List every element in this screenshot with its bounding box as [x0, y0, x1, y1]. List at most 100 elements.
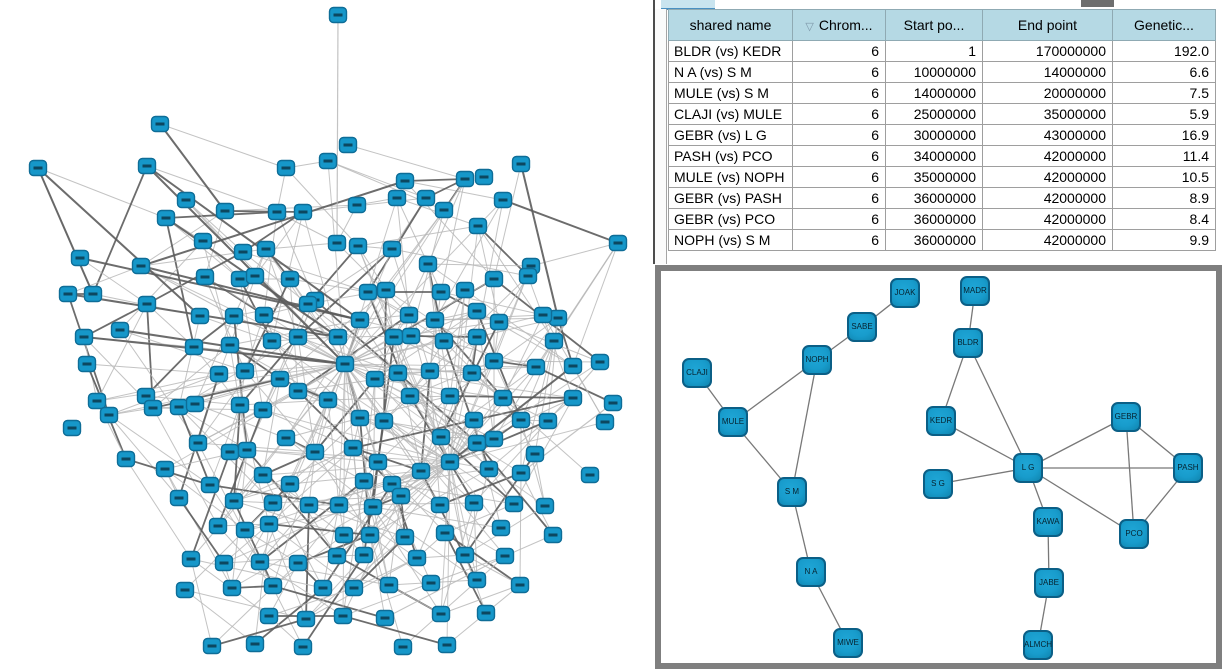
network-node-bldr[interactable]: BLDR [953, 328, 983, 358]
cell-value[interactable]: 16.9 [1112, 124, 1216, 146]
cell-value[interactable]: 35000000 [885, 166, 983, 188]
cell-shared-name[interactable]: CLAJI (vs) MULE [668, 103, 793, 125]
cell-value[interactable]: 42000000 [982, 208, 1113, 230]
cell-value[interactable]: 1 [885, 40, 983, 62]
cell-value[interactable]: 170000000 [982, 40, 1113, 62]
network-node-pco[interactable]: PCO [1119, 519, 1149, 549]
cell-value[interactable]: 14000000 [982, 61, 1113, 83]
column-header-shared-name[interactable]: shared name [668, 9, 793, 41]
cell-value[interactable]: 6 [792, 103, 886, 125]
cell-value[interactable]: 8.4 [1112, 208, 1216, 230]
cell-value[interactable]: 36000000 [885, 229, 983, 251]
node-label-smudge [484, 467, 494, 471]
cell-shared-name[interactable]: PASH (vs) PCO [668, 145, 793, 167]
cell-value[interactable]: 6 [792, 166, 886, 188]
network-node-s-m[interactable]: S M [777, 477, 807, 507]
cell-value[interactable]: 30000000 [885, 124, 983, 146]
network-node-n-a[interactable]: N A [796, 557, 826, 587]
network-node-mule[interactable]: MULE [718, 407, 748, 437]
network-node-jabe[interactable]: JABE [1034, 568, 1064, 598]
table-row[interactable]: GEBR (vs) L G 6 30000000 43000000 16.9 [668, 124, 1216, 146]
column-header-start-po-[interactable]: Start po... [885, 9, 983, 41]
cell-value[interactable]: 6 [792, 40, 886, 62]
cell-shared-name[interactable]: BLDR (vs) KEDR [668, 40, 793, 62]
node-label-smudge [298, 210, 308, 214]
table-row[interactable]: MULE (vs) NOPH 6 35000000 42000000 10.5 [668, 166, 1216, 188]
cell-value[interactable]: 6 [792, 208, 886, 230]
cell-value[interactable]: 6 [792, 124, 886, 146]
large-network-panel[interactable] [0, 0, 653, 669]
network-edge [165, 217, 195, 348]
network-node-claji[interactable]: CLAJI [682, 358, 712, 388]
cell-shared-name[interactable]: MULE (vs) NOPH [668, 166, 793, 188]
mini-network-panel[interactable]: JOAK SABE NOPH CLAJI MULE S M N A MIWE MADR BLDR K… [655, 265, 1222, 669]
cell-value[interactable]: 6.6 [1112, 61, 1216, 83]
table-row[interactable]: NOPH (vs) S M 6 36000000 42000000 9.9 [668, 229, 1216, 251]
network-node-miwe[interactable]: MIWE [833, 628, 863, 658]
network-node-gebr[interactable]: GEBR [1111, 402, 1141, 432]
cell-value[interactable]: 9.9 [1112, 229, 1216, 251]
cell-value[interactable]: 35000000 [982, 103, 1113, 125]
table-row[interactable]: MULE (vs) S M 6 14000000 20000000 7.5 [668, 82, 1216, 104]
scrollbar-thumb-fragment[interactable] [1081, 0, 1114, 7]
network-edge [262, 409, 354, 449]
network-node-pash[interactable]: PASH [1173, 453, 1203, 483]
cell-shared-name[interactable]: N A (vs) S M [668, 61, 793, 83]
cell-value[interactable]: 6 [792, 145, 886, 167]
node-label-smudge [355, 318, 365, 322]
column-header-chrom-[interactable]: ▽ Chrom... [792, 9, 886, 41]
cell-value[interactable]: 14000000 [885, 82, 983, 104]
network-edge [477, 225, 529, 277]
network-node-madr[interactable]: MADR [960, 276, 990, 306]
cell-shared-name[interactable]: NOPH (vs) S M [668, 229, 793, 251]
network-edge [285, 417, 361, 439]
network-edge [268, 587, 355, 617]
cell-shared-name[interactable]: GEBR (vs) PCO [668, 208, 793, 230]
network-node-kawa[interactable]: KAWA [1033, 507, 1063, 537]
cell-value[interactable]: 25000000 [885, 103, 983, 125]
network-node-joak[interactable]: JOAK [890, 278, 920, 308]
network-node-almch[interactable]: ALMCH [1023, 630, 1053, 660]
cell-value[interactable]: 8.9 [1112, 187, 1216, 209]
cell-value[interactable]: 6 [792, 229, 886, 251]
network-edge [404, 178, 466, 182]
network-edge [409, 395, 475, 504]
node-label-smudge [489, 359, 499, 363]
table-row[interactable]: PASH (vs) PCO 6 34000000 42000000 11.4 [668, 145, 1216, 167]
cell-value[interactable]: 10000000 [885, 61, 983, 83]
column-header-end-point[interactable]: End point [982, 9, 1113, 41]
cell-shared-name[interactable]: GEBR (vs) PASH [668, 187, 793, 209]
cell-value[interactable]: 36000000 [885, 187, 983, 209]
cell-value[interactable]: 6 [792, 61, 886, 83]
cell-value[interactable]: 7.5 [1112, 82, 1216, 104]
network-node-l-g[interactable]: L G [1013, 453, 1043, 483]
cell-value[interactable]: 42000000 [982, 229, 1113, 251]
cell-value[interactable]: 6 [792, 82, 886, 104]
cell-value[interactable]: 34000000 [885, 145, 983, 167]
network-node-kedr[interactable]: KEDR [926, 406, 956, 436]
cell-value[interactable]: 192.0 [1112, 40, 1216, 62]
table-row[interactable]: N A (vs) S M 6 10000000 14000000 6.6 [668, 61, 1216, 83]
cell-value[interactable]: 43000000 [982, 124, 1113, 146]
network-node-sabe[interactable]: SABE [847, 312, 877, 342]
node-label-smudge [509, 502, 519, 506]
cell-value[interactable]: 11.4 [1112, 145, 1216, 167]
network-node-s-g[interactable]: S G [923, 469, 953, 499]
table-row[interactable]: CLAJI (vs) MULE 6 25000000 35000000 5.9 [668, 103, 1216, 125]
cell-value[interactable]: 36000000 [885, 208, 983, 230]
table-row[interactable]: GEBR (vs) PCO 6 36000000 42000000 8.4 [668, 208, 1216, 230]
column-header-genetic-[interactable]: Genetic... [1112, 9, 1216, 41]
filter-icon[interactable]: ▽ [805, 21, 814, 33]
cell-value[interactable]: 42000000 [982, 145, 1113, 167]
cell-value[interactable]: 5.9 [1112, 103, 1216, 125]
network-node-noph[interactable]: NOPH [802, 345, 832, 375]
table-row[interactable]: BLDR (vs) KEDR 6 1 170000000 192.0 [668, 40, 1216, 62]
cell-shared-name[interactable]: GEBR (vs) L G [668, 124, 793, 146]
cell-value[interactable]: 42000000 [982, 166, 1113, 188]
cell-value[interactable]: 20000000 [982, 82, 1113, 104]
cell-value[interactable]: 6 [792, 187, 886, 209]
cell-shared-name[interactable]: MULE (vs) S M [668, 82, 793, 104]
cell-value[interactable]: 42000000 [982, 187, 1113, 209]
cell-value[interactable]: 10.5 [1112, 166, 1216, 188]
table-row[interactable]: GEBR (vs) PASH 6 36000000 42000000 8.9 [668, 187, 1216, 209]
